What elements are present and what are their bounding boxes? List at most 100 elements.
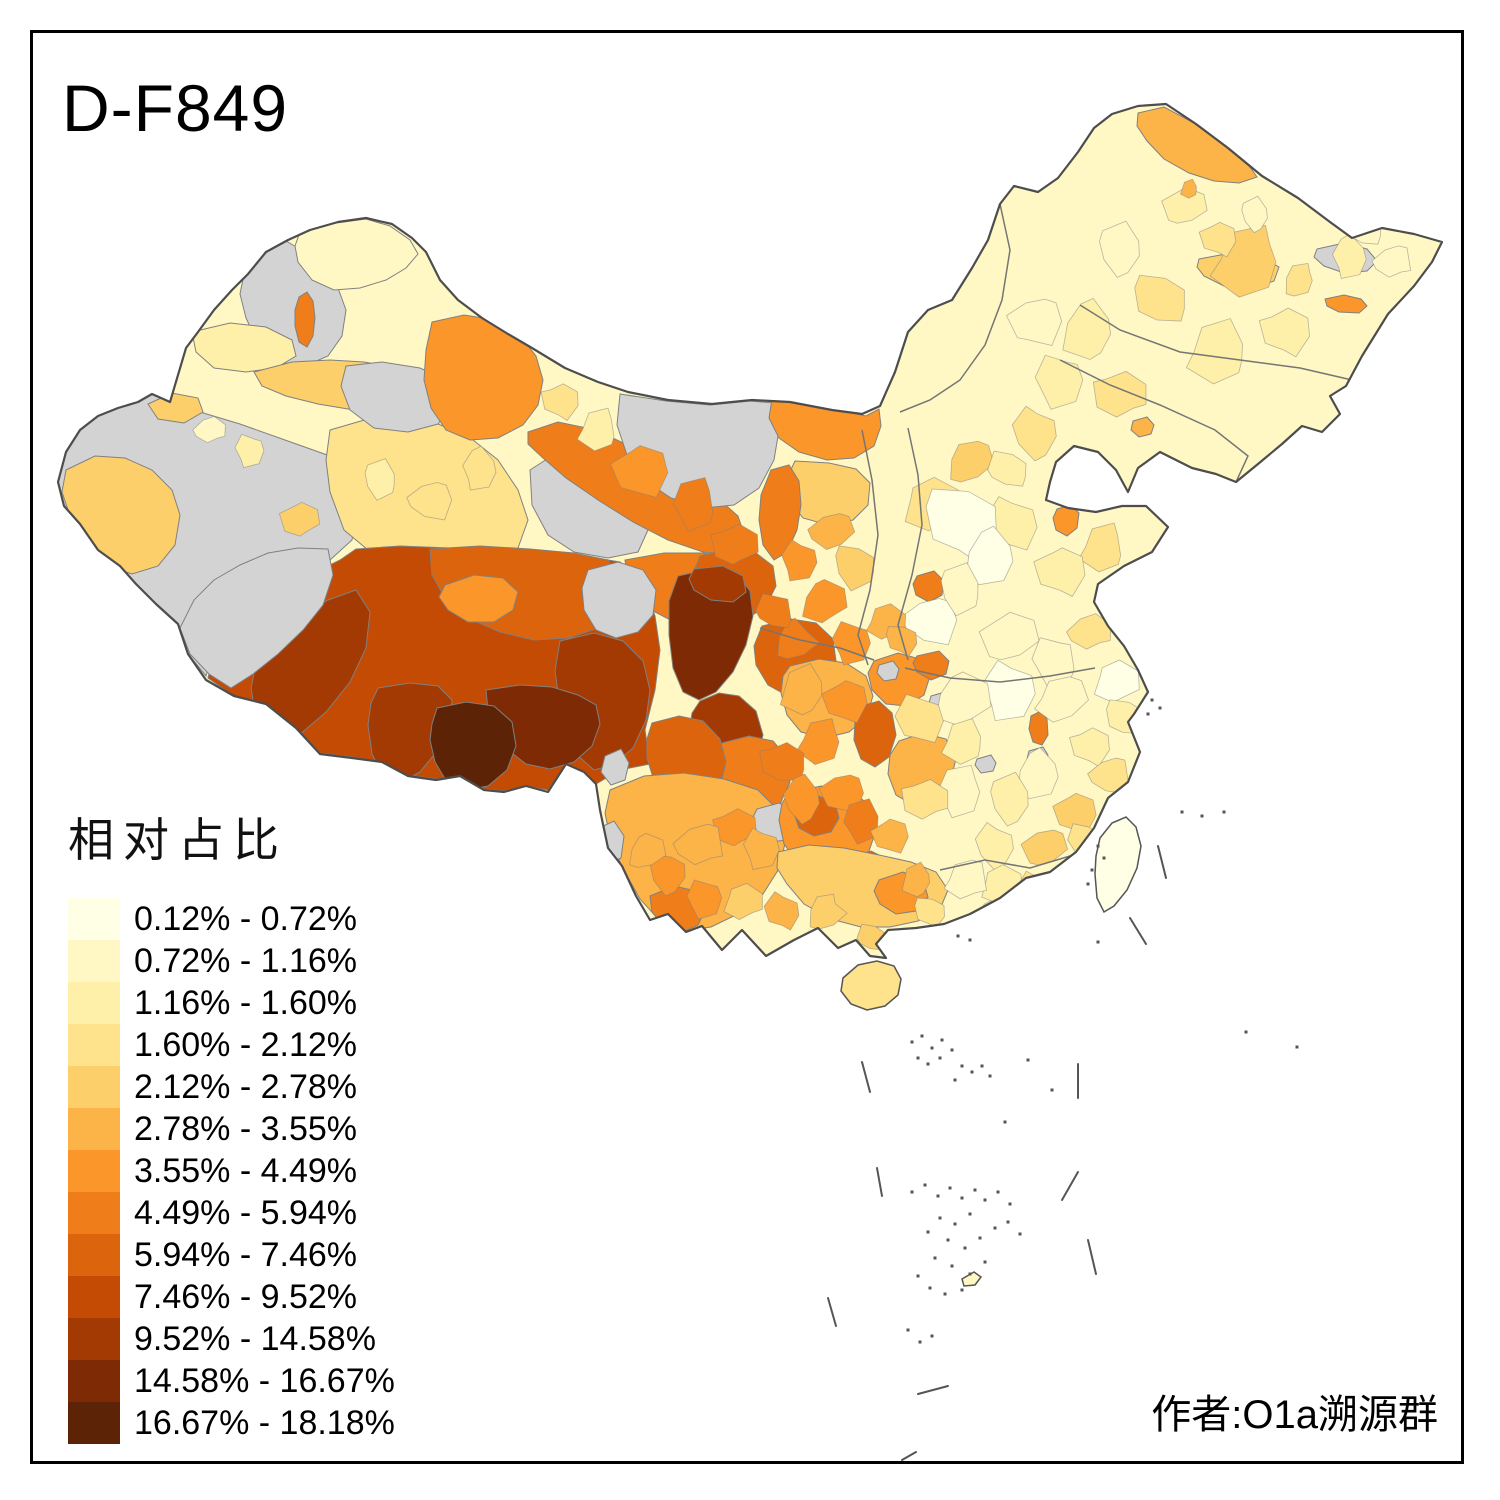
legend-row-12: 14.58% - 16.67%	[68, 1360, 395, 1402]
legend-swatch-3	[68, 982, 120, 1024]
prefecture-patch	[1185, 318, 1244, 385]
region-yanbian-spot	[1324, 294, 1368, 314]
prefecture-patch	[1241, 195, 1268, 234]
prefecture-patch	[1005, 298, 1063, 346]
islet-speck	[970, 1070, 974, 1074]
prefecture-patch	[278, 502, 321, 537]
province-border-3	[897, 427, 923, 661]
islet-speck	[1096, 940, 1100, 944]
sea-boundary-dash	[1061, 1171, 1079, 1201]
prefecture-patch	[940, 562, 979, 617]
sea-boundary-dash	[1157, 845, 1167, 879]
islet-speck	[923, 1183, 927, 1187]
islet-speck	[936, 1194, 940, 1198]
province-border-8	[899, 203, 1011, 413]
islet-speck	[940, 1038, 944, 1042]
province-border-2	[1059, 359, 1249, 483]
legend-swatch-10	[68, 1276, 120, 1318]
region-chongqing	[853, 700, 897, 768]
prefecture-patch	[987, 450, 1027, 487]
islet-speck	[1180, 810, 1184, 814]
legend-row-8: 4.49% - 5.94%	[68, 1192, 395, 1234]
region-altai	[294, 218, 419, 291]
province-border-7	[759, 627, 875, 661]
prefecture-patch	[821, 680, 868, 724]
islet-speck	[996, 1190, 1000, 1194]
islet-speck	[930, 1334, 934, 1338]
prefecture-patch	[1258, 307, 1311, 358]
prefecture-patch	[1099, 575, 1139, 624]
legend-swatch-7	[68, 1150, 120, 1192]
prefecture-patch	[807, 513, 856, 550]
legend-label-11: 9.52% - 14.58%	[134, 1319, 376, 1358]
islet-speck	[916, 1056, 920, 1060]
legend-row-2: 0.72% - 1.16%	[68, 940, 395, 982]
prefecture-patch	[1034, 676, 1089, 723]
prefecture-patch	[1069, 727, 1110, 767]
islet-speck	[1003, 1120, 1007, 1124]
sea-boundary-dash	[1087, 1239, 1097, 1275]
islet-speck	[960, 1288, 964, 1292]
islet-speck	[973, 1188, 977, 1192]
islet-speck	[948, 1186, 952, 1190]
legend-label-6: 2.78% - 3.55%	[134, 1109, 358, 1148]
prefecture-patch	[901, 861, 930, 898]
mainland-group	[58, 104, 1442, 958]
legend-swatch-1	[68, 898, 120, 940]
legend-label-4: 1.60% - 2.12%	[134, 1025, 358, 1064]
prefecture-patch	[779, 663, 823, 716]
legend-label-13: 16.67% - 18.18%	[134, 1403, 395, 1442]
prefecture-patch	[672, 477, 714, 532]
region-guoluo-top	[688, 565, 747, 603]
islet-speck	[1026, 1058, 1030, 1062]
prefecture-patch	[1093, 659, 1140, 703]
legend-label-8: 4.49% - 5.94%	[134, 1193, 358, 1232]
legend-row-5: 2.12% - 2.78%	[68, 1066, 395, 1108]
islet-speck	[938, 1056, 942, 1060]
islet-speck	[916, 1274, 920, 1278]
region-karamay	[294, 291, 316, 348]
prefecture-patch	[742, 827, 780, 870]
prefecture-patch	[763, 891, 800, 931]
legend: 相对占比 0.12% - 0.72% 0.72% - 1.16% 1.16% - 1…	[68, 804, 395, 1444]
chart-title: D-F849	[62, 71, 289, 145]
prefecture-patch	[672, 823, 724, 866]
prefecture-patch	[712, 808, 757, 847]
islet-speck	[1086, 882, 1090, 886]
island-spratly-islet	[961, 1271, 983, 1287]
prefecture-patch	[1033, 547, 1086, 597]
islet-speck	[1146, 712, 1150, 716]
prefecture-patch	[610, 445, 669, 498]
prefecture-patch	[1017, 746, 1059, 799]
prefecture-patch	[406, 482, 453, 521]
islet-speck	[1244, 1030, 1248, 1034]
prefecture-patch	[755, 593, 792, 629]
prefecture-patch	[965, 525, 1014, 586]
islet-speck	[933, 1256, 937, 1260]
sea-boundary-dash	[876, 1167, 883, 1197]
islet-speck	[928, 1286, 932, 1290]
prefecture-patch	[1016, 870, 1052, 911]
prefecture-patch	[192, 416, 226, 444]
prefecture-patch	[990, 771, 1029, 827]
legend-label-2: 0.72% - 1.16%	[134, 941, 358, 980]
sea-boundary-dash	[1129, 917, 1147, 945]
prefecture-patch	[950, 440, 995, 483]
islet-speck	[930, 1046, 934, 1050]
region-yunnan-west-nodata-1	[600, 748, 630, 786]
island-taiwan	[1094, 816, 1142, 914]
islet-speck	[968, 938, 972, 942]
prefecture-patch	[901, 778, 949, 820]
prefecture-patch	[234, 433, 265, 469]
prefecture-patch	[1029, 894, 1060, 924]
legend-swatch-6	[68, 1108, 120, 1150]
prefecture-patch	[462, 445, 497, 491]
prefecture-patch	[1078, 522, 1122, 573]
legend-label-3: 1.16% - 1.60%	[134, 983, 358, 1022]
legend-label-12: 14.58% - 16.67%	[134, 1361, 395, 1400]
province-border-1	[1079, 304, 1353, 381]
region-qinghai-lens	[438, 574, 519, 623]
legend-row-3: 1.16% - 1.60%	[68, 982, 395, 1024]
region-tibet-west-band	[250, 589, 371, 749]
